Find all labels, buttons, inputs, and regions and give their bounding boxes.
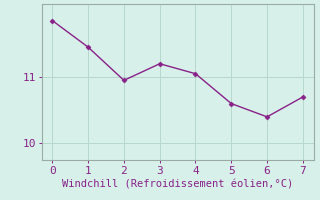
X-axis label: Windchill (Refroidissement éolien,°C): Windchill (Refroidissement éolien,°C) — [62, 180, 293, 190]
